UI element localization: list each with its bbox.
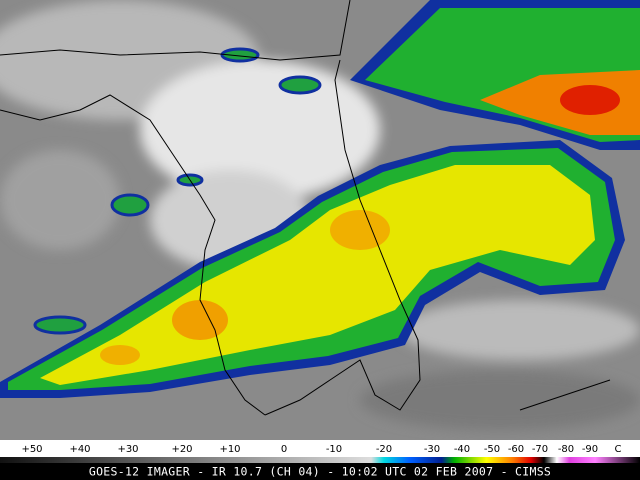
- colorbar-label: +20: [171, 444, 192, 455]
- colorbar-label: 0: [281, 444, 287, 455]
- colorbar-unit: C: [615, 444, 622, 455]
- colorbar-label: -60: [508, 444, 524, 455]
- caption: GOES-12 IMAGER - IR 10.7 (CH 04) - 10:02…: [89, 465, 551, 479]
- colorbar-label: +40: [69, 444, 90, 455]
- colorbar-label: -10: [326, 444, 342, 455]
- colorbar-labels-strip: [0, 440, 640, 457]
- colorbar: [0, 457, 640, 463]
- colorbar-label: -70: [532, 444, 548, 455]
- colorbar-label: -90: [582, 444, 598, 455]
- colorbar-label: -30: [424, 444, 440, 455]
- colorbar-label: -50: [484, 444, 500, 455]
- colorbar-label: -20: [376, 444, 392, 455]
- colorbar-label: +30: [117, 444, 138, 455]
- imagery: [0, 0, 640, 440]
- colorbar-label: +50: [21, 444, 42, 455]
- colorbar-label: -40: [454, 444, 470, 455]
- colorbar-label: +10: [219, 444, 240, 455]
- colorbar-label: -80: [558, 444, 574, 455]
